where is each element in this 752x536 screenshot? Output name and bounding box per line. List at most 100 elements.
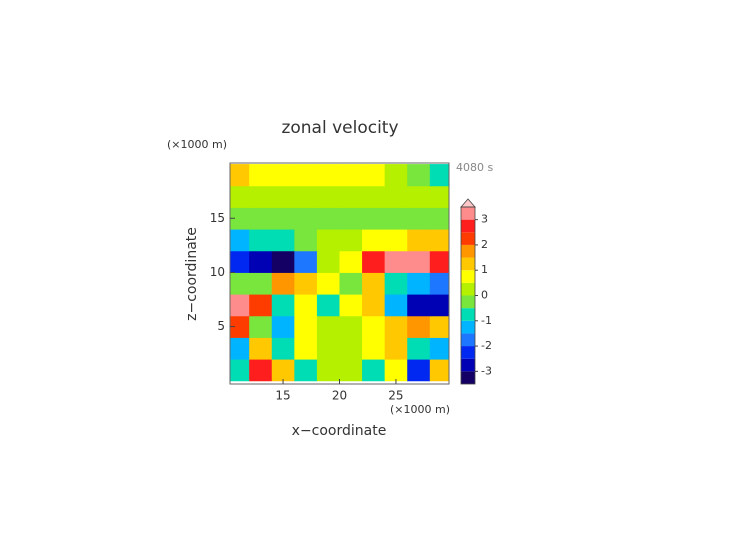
colorbar-band xyxy=(461,207,475,220)
contour-cell xyxy=(271,359,295,382)
colorbar-band xyxy=(461,244,475,258)
contour-cell xyxy=(362,250,386,273)
contour-cell xyxy=(429,315,449,338)
contour-cell xyxy=(339,250,363,273)
contour-cell xyxy=(294,272,318,295)
y-tick-label: 10 xyxy=(210,265,225,279)
contour-cell xyxy=(339,272,363,295)
contour-cell xyxy=(362,229,386,252)
colorbar-tick-label: -2 xyxy=(481,339,492,352)
x-axis-label: x−coordinate xyxy=(292,423,387,439)
contour-cell xyxy=(271,207,295,230)
contour-cell xyxy=(429,207,449,230)
time-label: 4080 s xyxy=(456,161,493,174)
contour-cell xyxy=(271,294,295,317)
contour-cell xyxy=(294,294,318,317)
y-tick-label: 15 xyxy=(210,211,225,225)
contour-cell xyxy=(407,315,431,338)
contour-cell xyxy=(429,185,449,208)
contour-field xyxy=(230,164,449,382)
contour-cell xyxy=(230,250,250,273)
contour-cell xyxy=(316,337,340,360)
contour-cell xyxy=(407,229,431,252)
contour-cell xyxy=(384,250,408,273)
contour-cell xyxy=(249,250,273,273)
contour-cell xyxy=(429,359,449,382)
colorbar-tick-label: 2 xyxy=(481,238,488,251)
contour-cell xyxy=(271,229,295,252)
colorbar-tick-label: 0 xyxy=(481,289,488,302)
contour-cell xyxy=(249,164,273,187)
contour-cell xyxy=(362,315,386,338)
contour-cell xyxy=(316,185,340,208)
contour-cell xyxy=(294,164,318,187)
contour-cell xyxy=(249,207,273,230)
contour-cell xyxy=(294,185,318,208)
colorbar-band xyxy=(461,257,475,271)
colorbar-tick-label: 3 xyxy=(481,213,488,226)
colorbar-band xyxy=(461,232,475,245)
contour-cell xyxy=(230,185,250,208)
contour-cell xyxy=(339,294,363,317)
x-tick-label: 20 xyxy=(332,389,347,403)
colorbar-band xyxy=(461,320,475,334)
contour-cell xyxy=(316,207,340,230)
contour-cell xyxy=(384,337,408,360)
contour-cell xyxy=(384,207,408,230)
contour-cell xyxy=(362,337,386,360)
contour-cell xyxy=(339,164,363,187)
contour-cell xyxy=(339,229,363,252)
contour-cell xyxy=(271,315,295,338)
colorbar-band xyxy=(461,219,475,233)
contour-cell xyxy=(230,229,250,252)
contour-cell xyxy=(384,359,408,382)
contour-cell xyxy=(249,337,273,360)
colorbar-tick-label: 1 xyxy=(481,263,488,276)
contour-cell xyxy=(384,229,408,252)
contour-cell xyxy=(362,185,386,208)
contour-cell xyxy=(230,337,250,360)
contour-cell xyxy=(384,185,408,208)
contour-cell xyxy=(362,207,386,230)
colorbar-extend xyxy=(460,198,476,208)
contour-cell xyxy=(429,250,449,273)
contour-cell xyxy=(230,359,250,382)
colorbar-band xyxy=(461,270,475,283)
x-tick-label: 25 xyxy=(388,389,403,403)
contour-cell xyxy=(384,315,408,338)
contour-cell xyxy=(294,207,318,230)
contour-cell xyxy=(249,359,273,382)
contour-cell xyxy=(294,315,318,338)
contour-cell xyxy=(384,272,408,295)
contour-cell xyxy=(316,272,340,295)
contour-cell xyxy=(230,315,250,338)
contour-cell xyxy=(339,185,363,208)
contour-cell xyxy=(339,315,363,338)
contour-cell xyxy=(230,294,250,317)
contour-cell xyxy=(230,164,250,187)
contour-cell xyxy=(407,164,431,187)
contour-cell xyxy=(339,207,363,230)
contour-cell xyxy=(407,337,431,360)
contour-cell xyxy=(316,315,340,338)
contour-cell xyxy=(429,337,449,360)
contour-cell xyxy=(362,294,386,317)
y-tick-label: 5 xyxy=(217,319,225,333)
contour-cell xyxy=(384,294,408,317)
contour-cell xyxy=(407,250,431,273)
contour-cell xyxy=(249,272,273,295)
contour-cell xyxy=(316,294,340,317)
contour-cell xyxy=(316,229,340,252)
y-axis-label: z−coordinate xyxy=(184,227,200,321)
colorbar-band xyxy=(461,295,475,309)
x-tick-label: 15 xyxy=(275,389,290,403)
contour-cell xyxy=(271,272,295,295)
contour-cell xyxy=(294,337,318,360)
x-unit: (×1000 m) xyxy=(390,403,450,416)
contour-cell xyxy=(294,250,318,273)
contour-cell xyxy=(362,272,386,295)
colorbar-band xyxy=(461,371,475,384)
contour-cell xyxy=(271,337,295,360)
contour-cell xyxy=(316,164,340,187)
